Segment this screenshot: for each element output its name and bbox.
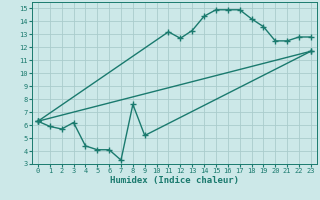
- X-axis label: Humidex (Indice chaleur): Humidex (Indice chaleur): [110, 176, 239, 185]
